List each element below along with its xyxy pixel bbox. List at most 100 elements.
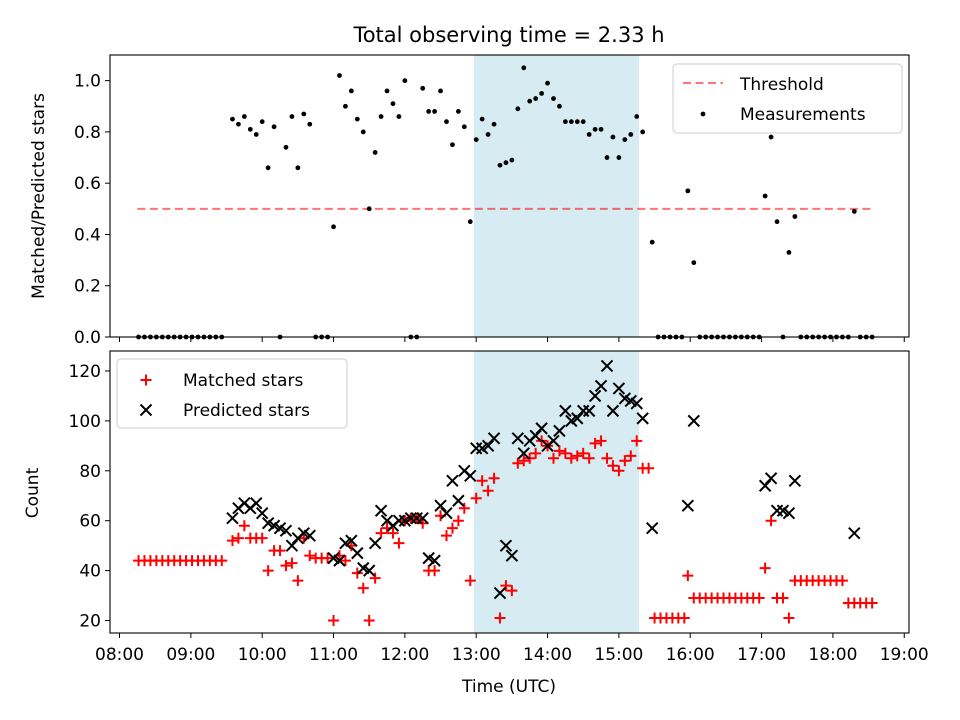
predicted-stars-point xyxy=(594,379,608,393)
matched-stars-point xyxy=(506,585,518,597)
predicted-stars-point xyxy=(303,529,316,542)
matched-stars-point xyxy=(476,475,488,487)
top-shaded-span xyxy=(473,55,640,337)
measurements-point xyxy=(301,111,307,117)
predicted-stars-point xyxy=(612,382,626,395)
predicted-stars-point xyxy=(606,404,620,418)
matched-stars-point xyxy=(619,455,631,467)
measurements-point xyxy=(432,109,437,114)
measurements-point xyxy=(241,114,247,119)
measurements-point xyxy=(527,98,533,104)
measurements-point xyxy=(509,157,515,163)
predicted-stars-point xyxy=(374,504,388,517)
matched-stars-point xyxy=(238,520,250,532)
measurements-point xyxy=(774,219,780,225)
bottom-legend-box xyxy=(116,358,348,429)
legend-matched-swatch xyxy=(140,374,152,386)
matched-stars-point xyxy=(482,485,494,497)
matched-stars-point xyxy=(494,612,506,624)
chart-title: Total observing time = 2.33 h xyxy=(352,23,664,47)
measurements-point xyxy=(551,96,556,101)
measurements-point xyxy=(691,260,697,266)
matched-stars-point xyxy=(753,592,765,604)
measurements-point xyxy=(253,132,259,137)
measurements-point xyxy=(479,116,485,122)
measurements-point xyxy=(473,137,479,143)
measurements-point xyxy=(497,162,503,168)
predicted-stars-point xyxy=(250,497,263,510)
matched-stars-point xyxy=(500,580,512,592)
matched-stars-point xyxy=(292,575,304,587)
matched-stars-point xyxy=(625,450,637,462)
measurements-point xyxy=(598,126,604,132)
measurements-point xyxy=(574,119,580,125)
measurements-point xyxy=(283,144,289,150)
x-tick-label: 14:00 xyxy=(523,645,572,665)
bottom-axes-frame xyxy=(109,350,910,634)
predicted-stars-point xyxy=(481,439,495,453)
matched-stars-point xyxy=(458,502,470,514)
predicted-stars-point xyxy=(687,414,701,428)
legend-threshold-label: Threshold xyxy=(739,75,824,95)
bottom-panel: 20 40 60 80 100 120 08:00 09:00 10:00 11:00 12:00 1… xyxy=(69,350,929,665)
bottom-y-tick-label: 120 xyxy=(69,362,101,382)
measurements-point xyxy=(396,114,402,119)
matched-stars-point xyxy=(216,555,228,567)
matched-stars-point xyxy=(759,562,771,574)
matched-stars-point xyxy=(607,460,619,472)
measurements-point xyxy=(562,119,568,125)
predicted-stars-point xyxy=(362,564,376,577)
predicted-stars-point xyxy=(446,474,459,487)
matched-stars-point xyxy=(369,572,381,584)
top-axes-frame xyxy=(109,54,910,338)
matched-stars-point xyxy=(286,557,298,569)
matched-stars-point xyxy=(765,515,777,527)
matched-stars-point xyxy=(274,545,286,557)
matched-stars-point xyxy=(232,532,244,544)
predicted-stars-point xyxy=(487,432,501,445)
matched-stars-point xyxy=(565,452,577,464)
measurements-point xyxy=(289,114,295,119)
predicted-stars-point xyxy=(351,546,364,560)
matched-stars-point xyxy=(440,530,452,542)
matched-stars-point xyxy=(446,522,458,534)
legend-measurements-label: Measurements xyxy=(740,105,866,125)
matched-stars-point xyxy=(357,582,369,594)
predicted-stars-point xyxy=(493,586,507,600)
measurements-point xyxy=(402,78,408,84)
measurements-point xyxy=(640,129,646,135)
predicted-stars-point xyxy=(782,507,796,520)
predicted-stars-point xyxy=(279,524,293,537)
measurements-point xyxy=(259,119,265,125)
matched-stars-point xyxy=(643,462,655,474)
measurements-point xyxy=(450,142,455,148)
x-tick-label: 08:00 xyxy=(95,645,144,665)
matched-stars-point xyxy=(322,552,334,564)
predicted-stars-point xyxy=(764,472,778,485)
measurements-point xyxy=(331,224,336,230)
measurements-point xyxy=(444,119,449,125)
measurements-point xyxy=(337,73,342,78)
matched-stars-point xyxy=(464,575,476,587)
top-y-axis-label: Matched/Predicted stars xyxy=(29,93,49,299)
top-y-tick-label: 1.0 xyxy=(74,72,101,92)
predicted-stars-point xyxy=(600,359,614,373)
matched-stars-point xyxy=(375,527,387,539)
predicted-stars-point xyxy=(434,499,447,512)
matched-stars-point xyxy=(559,447,571,459)
predicted-stars-point xyxy=(758,479,772,492)
matched-stars-point xyxy=(304,550,316,562)
measurements-point xyxy=(628,132,634,137)
matched-stars-point xyxy=(363,615,375,627)
predicted-stars-point xyxy=(416,511,429,525)
predicted-stars-point xyxy=(452,494,465,507)
bottom-y-tick-label: 60 xyxy=(79,512,101,532)
matched-stars-point xyxy=(571,450,583,462)
measurements-point xyxy=(390,101,396,107)
measurements-point xyxy=(366,206,372,212)
measurements-point xyxy=(378,114,384,119)
measurements-point xyxy=(247,126,253,132)
measurements-point xyxy=(485,132,491,137)
x-axis-label: Time (UTC) xyxy=(461,677,556,697)
measurements-point xyxy=(354,116,360,122)
